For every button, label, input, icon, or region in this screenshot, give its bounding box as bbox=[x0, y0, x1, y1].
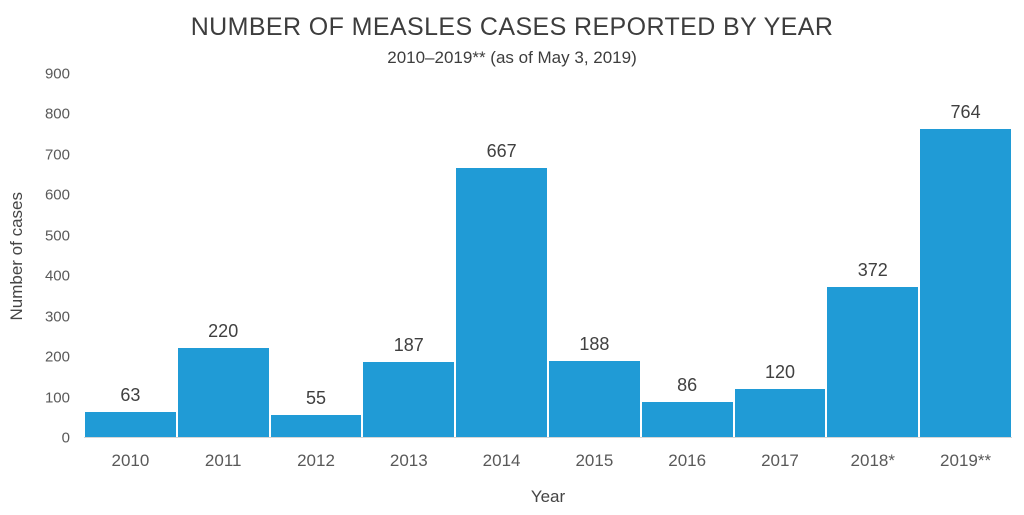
bar-2016 bbox=[641, 402, 733, 437]
bar-value-label: 55 bbox=[305, 387, 326, 408]
x-tick-label: 2015 bbox=[575, 451, 614, 470]
y-tick-label: 300 bbox=[44, 308, 70, 326]
bar-slot: 220 bbox=[177, 74, 270, 437]
x-tick-label: 2010 bbox=[111, 451, 150, 470]
bar-slot: 86 bbox=[641, 74, 734, 437]
bar-2014 bbox=[456, 167, 547, 437]
bar-slot: 188 bbox=[548, 74, 641, 437]
chart-subtitle: 2010–2019** (as of May 3, 2019) bbox=[387, 48, 637, 67]
bar-2012 bbox=[270, 414, 362, 437]
y-tick-label: 200 bbox=[44, 348, 70, 366]
y-tick-label: 400 bbox=[44, 267, 70, 285]
chart-title: NUMBER OF MEASLES CASES REPORTED BY YEAR bbox=[190, 13, 834, 41]
bar-value-label: 187 bbox=[393, 334, 424, 355]
x-tick-label: 2019** bbox=[940, 451, 992, 470]
x-tick-label: 2014 bbox=[482, 451, 521, 470]
bar-value-label: 667 bbox=[486, 140, 517, 161]
x-tick-label: 2016 bbox=[668, 451, 707, 470]
bar-2013 bbox=[363, 361, 455, 437]
bar-2010 bbox=[85, 411, 176, 437]
bar-value-label: 764 bbox=[950, 101, 981, 122]
bar-slot: 764 bbox=[919, 74, 1012, 437]
bar-slot: 372 bbox=[826, 74, 919, 437]
y-axis-ticks: 0 100 200 300 400 500 600 700 800 900 bbox=[0, 66, 70, 447]
bar-slot: 120 bbox=[734, 74, 827, 437]
x-tick-label: 2018* bbox=[850, 451, 895, 470]
y-tick-label: 900 bbox=[44, 65, 70, 83]
y-tick-label: 800 bbox=[44, 105, 70, 123]
bar-value-label: 188 bbox=[579, 334, 610, 355]
bar-value-label: 120 bbox=[764, 361, 795, 382]
plot-area: 63 220 55 187 667 188 86 120 372 764 bbox=[84, 74, 1012, 438]
bar-2015 bbox=[548, 361, 640, 437]
y-tick-label: 500 bbox=[44, 227, 70, 245]
bar-value-label: 220 bbox=[208, 321, 239, 342]
bar-2011 bbox=[177, 348, 269, 437]
y-tick-label: 0 bbox=[61, 429, 70, 447]
chart-header: NUMBER OF MEASLES CASES REPORTED BY YEAR… bbox=[0, 13, 1024, 68]
y-tick-label: 700 bbox=[44, 146, 70, 164]
bar-2018* bbox=[827, 286, 919, 437]
x-tick-label: 2012 bbox=[297, 451, 335, 470]
bar-value-label: 86 bbox=[677, 375, 698, 396]
bar-value-label: 63 bbox=[120, 384, 141, 405]
x-tick-label: 2013 bbox=[389, 451, 428, 470]
bar-2019** bbox=[920, 128, 1011, 437]
x-axis-title: Year bbox=[530, 487, 566, 506]
y-tick-label: 600 bbox=[44, 186, 70, 204]
bar-slot: 55 bbox=[270, 74, 363, 437]
x-tick-label: 2011 bbox=[204, 451, 242, 470]
bar-value-label: 372 bbox=[857, 259, 888, 280]
x-axis-labels: 2010 2011 2012 2013 2014 2015 2016 2017 2018* 201… bbox=[84, 451, 1012, 471]
y-tick-label: 100 bbox=[44, 389, 70, 407]
bar-slot: 187 bbox=[362, 74, 455, 437]
bar-slot: 667 bbox=[455, 74, 548, 437]
x-tick-label: 2017 bbox=[761, 451, 799, 470]
bar-2017 bbox=[734, 388, 826, 437]
bar-slot: 63 bbox=[84, 74, 177, 437]
